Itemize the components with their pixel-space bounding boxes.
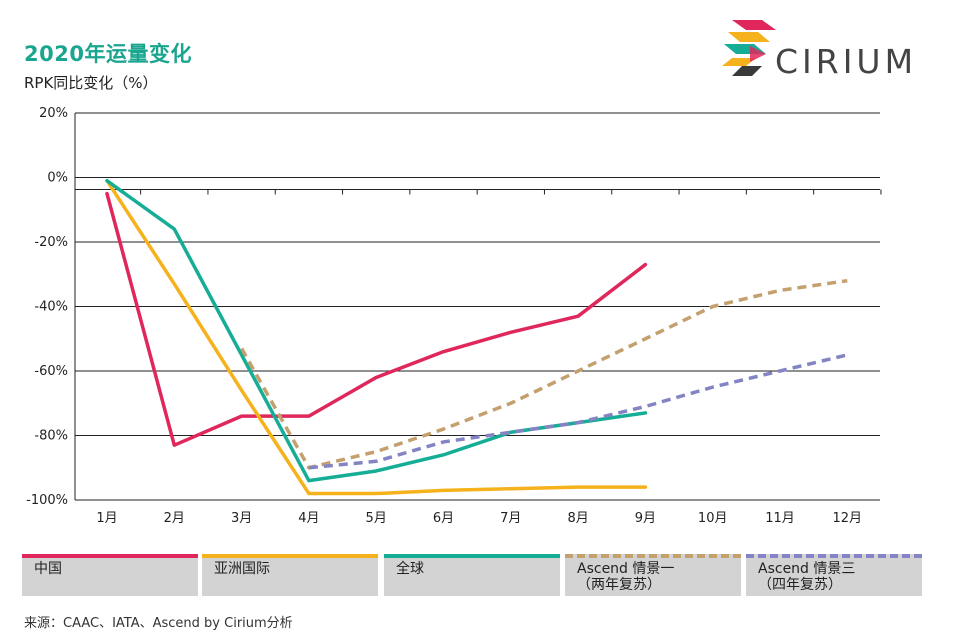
y-tick-label: -80% <box>34 429 68 444</box>
cirium-logo-icon <box>722 20 776 76</box>
x-tick-label: 6月 <box>433 511 454 526</box>
x-tick-label: 1月 <box>96 511 117 526</box>
source-note: 来源：CAAC、IATA、Ascend by Cirium分析 <box>24 616 293 631</box>
x-tick-label: 3月 <box>231 511 252 526</box>
x-tick-label: 8月 <box>567 511 588 526</box>
legend-label: Ascend 情景三 （四年复苏） <box>758 561 856 593</box>
legend-item: Ascend 情景三 （四年复苏） <box>746 554 922 596</box>
logo-text: CIRIUM <box>775 42 918 81</box>
legend-swatch <box>202 554 378 558</box>
x-tick-label: 9月 <box>635 511 656 526</box>
legend-item: 亚洲国际 <box>202 554 378 596</box>
legend-item: 中国 <box>22 554 198 596</box>
chart-title: 2020年运量变化 <box>24 42 192 66</box>
legend-swatch <box>22 554 198 558</box>
series-line-1 <box>105 191 648 447</box>
legend-label: 全球 <box>396 561 424 577</box>
legend-label: 亚洲国际 <box>214 561 270 577</box>
y-tick-label: 20% <box>39 106 68 121</box>
legend-item: Ascend 情景一 （两年复苏） <box>565 554 741 596</box>
x-tick-label: 11月 <box>765 511 795 526</box>
y-tick-label: 0% <box>47 171 68 186</box>
y-tick-label: -100% <box>26 493 68 508</box>
legend-label: Ascend 情景一 （两年复苏） <box>577 561 675 593</box>
legend-item: 全球 <box>384 554 560 596</box>
line-chart: 20% 0% -20% -40% -60% -80% -100% 1月 2月 3月 4月 5月 6月 7… <box>26 106 882 526</box>
legend-label: 中国 <box>34 561 62 577</box>
legend-swatch <box>384 554 560 558</box>
x-tick-label: 10月 <box>698 511 728 526</box>
x-tick-label: 5月 <box>366 511 387 526</box>
series-line-2 <box>105 178 648 496</box>
x-tick-label: 12月 <box>833 511 863 526</box>
x-tick-label: 4月 <box>298 511 319 526</box>
legend-swatch <box>746 554 922 558</box>
y-axis-label: RPK同比变化（%） <box>24 74 158 92</box>
series-line-3 <box>105 178 648 483</box>
x-tick-label: 7月 <box>500 511 521 526</box>
legend-swatch <box>565 554 741 558</box>
series-line-5 <box>308 353 848 470</box>
y-tick-label: -20% <box>34 235 68 250</box>
series-line-4 <box>240 278 848 470</box>
x-tick-label: 2月 <box>164 511 185 526</box>
y-tick-label: -40% <box>34 300 68 315</box>
y-tick-label: -60% <box>34 364 68 379</box>
